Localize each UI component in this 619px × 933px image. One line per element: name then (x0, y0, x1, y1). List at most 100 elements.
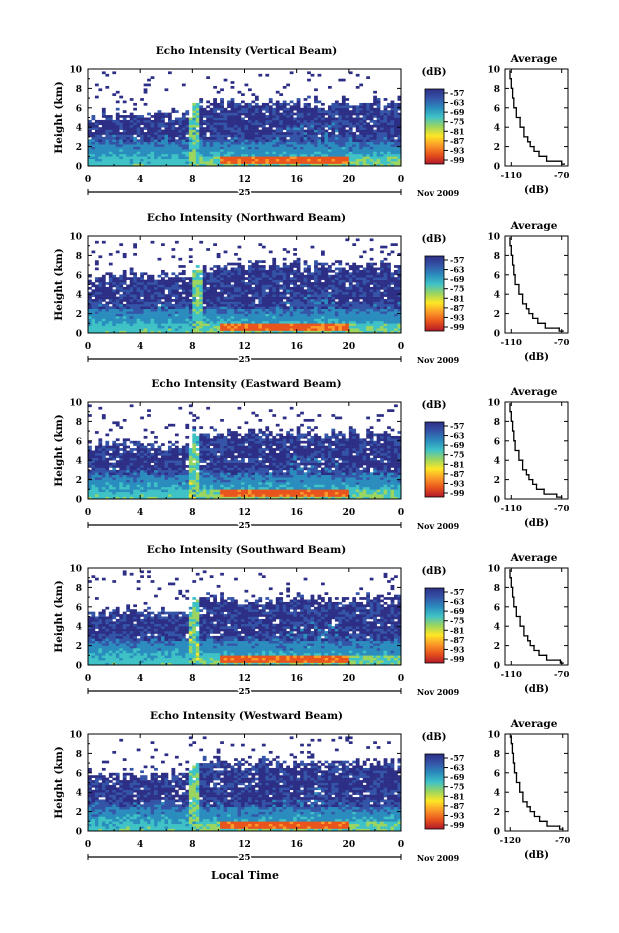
heatmap-cell (238, 275, 242, 278)
heatmap-cell (290, 132, 294, 135)
heatmap-cell (324, 321, 328, 324)
heatmap-cell (345, 316, 349, 319)
heatmap-cell (380, 275, 384, 278)
heatmap-cell (102, 294, 106, 297)
heatmap-cell (279, 311, 283, 314)
heatmap-cell (116, 118, 120, 121)
heatmap-cell (359, 130, 363, 133)
heatmap-cell (331, 159, 335, 162)
heatmap-cell (265, 110, 269, 113)
heatmap-cell (224, 156, 228, 159)
heatmap-cell (297, 132, 301, 135)
x-tick-label: 20 (343, 175, 356, 185)
heatmap-cell (276, 282, 280, 285)
heatmap-cell (251, 139, 255, 142)
heatmap-cell (112, 328, 116, 331)
heatmap-cell (370, 110, 374, 113)
heatmap-cell (112, 472, 116, 475)
heatmap-cell (293, 309, 297, 312)
heatmap-cell (116, 120, 120, 123)
heatmap-cell (206, 287, 210, 290)
heatmap-cell (217, 282, 221, 285)
heatmap-cell (245, 113, 249, 116)
heatmap-cell (147, 314, 151, 317)
avg-y-tick-label: 6 (494, 104, 500, 114)
heatmap-cell (206, 113, 210, 116)
heatmap-cell (161, 328, 165, 331)
heatmap-cell (241, 304, 245, 307)
heatmap-cell (119, 294, 123, 297)
heatmap-cell (342, 277, 346, 280)
heatmap-cell (234, 299, 238, 302)
heatmap-cell (349, 118, 353, 121)
heatmap-cell (359, 265, 363, 268)
heatmap-cell (290, 154, 294, 157)
heatmap-cell (119, 304, 123, 307)
heatmap-cell (345, 147, 349, 150)
heatmap-cell (98, 88, 102, 91)
heatmap-cell (185, 311, 189, 314)
heatmap-cell (258, 321, 262, 324)
heatmap-cell (168, 154, 172, 157)
heatmap-cell (324, 159, 328, 162)
heatmap-cell (227, 287, 231, 290)
heatmap-cell (290, 156, 294, 159)
heatmap-cell (102, 472, 106, 475)
heatmap-cell (314, 101, 318, 104)
heatmap-cell (377, 277, 381, 280)
heatmap-cell (238, 268, 242, 271)
heatmap-cell (377, 161, 381, 164)
heatmap-cell (276, 122, 280, 125)
heatmap-cell (370, 268, 374, 271)
heatmap-cell (102, 127, 106, 130)
heatmap-cell (276, 328, 280, 331)
heatmap-cell (203, 151, 207, 154)
heatmap-cell (366, 306, 370, 309)
heatmap-cell (199, 328, 203, 331)
heatmap-cell (220, 161, 224, 164)
heatmap-cell (175, 142, 179, 145)
heatmap-cell (119, 280, 123, 283)
heatmap-cell (151, 76, 155, 79)
heatmap-cell (349, 326, 353, 329)
x-tick-label: 4 (137, 342, 143, 352)
heatmap-cell (126, 122, 130, 125)
heatmap-cell (345, 287, 349, 290)
heatmap-cell (189, 311, 193, 314)
heatmap-cell (265, 311, 269, 314)
heatmap-cell (290, 265, 294, 268)
heatmap-cell (217, 122, 221, 125)
heatmap-cell (328, 326, 332, 329)
heatmap-cell (91, 289, 95, 292)
average-profile-point (563, 163, 565, 165)
heatmap-cell (373, 301, 377, 304)
heatmap-cell (262, 149, 266, 152)
colorbar-tick-label: -81 (450, 126, 464, 136)
heatmap-cell (220, 297, 224, 300)
heatmap-cell (359, 105, 363, 108)
heatmap-cell (196, 134, 200, 137)
heatmap-cell (182, 139, 186, 142)
heatmap-cell (304, 125, 308, 128)
heatmap-cell (363, 130, 367, 133)
heatmap-cell (151, 316, 155, 319)
heatmap-cell (196, 161, 200, 164)
heatmap-cell (328, 132, 332, 135)
heatmap-cell (91, 472, 95, 475)
heatmap-cell (102, 309, 106, 312)
heatmap-cell (123, 304, 127, 307)
heatmap-cell (144, 88, 148, 91)
heatmap-cell (98, 120, 102, 123)
heatmap-cell (185, 130, 189, 133)
heatmap-cell (293, 275, 297, 278)
heatmap-cell (234, 144, 238, 147)
heatmap-cell (359, 318, 363, 321)
heatmap-cell (269, 277, 273, 280)
heatmap-cell (258, 314, 262, 317)
heatmap-cell (300, 292, 304, 295)
heatmap-cell (356, 108, 360, 111)
heatmap-cell (366, 125, 370, 128)
heatmap-cell (95, 475, 99, 478)
heatmap-cell (359, 144, 363, 147)
heatmap-cell (151, 282, 155, 285)
